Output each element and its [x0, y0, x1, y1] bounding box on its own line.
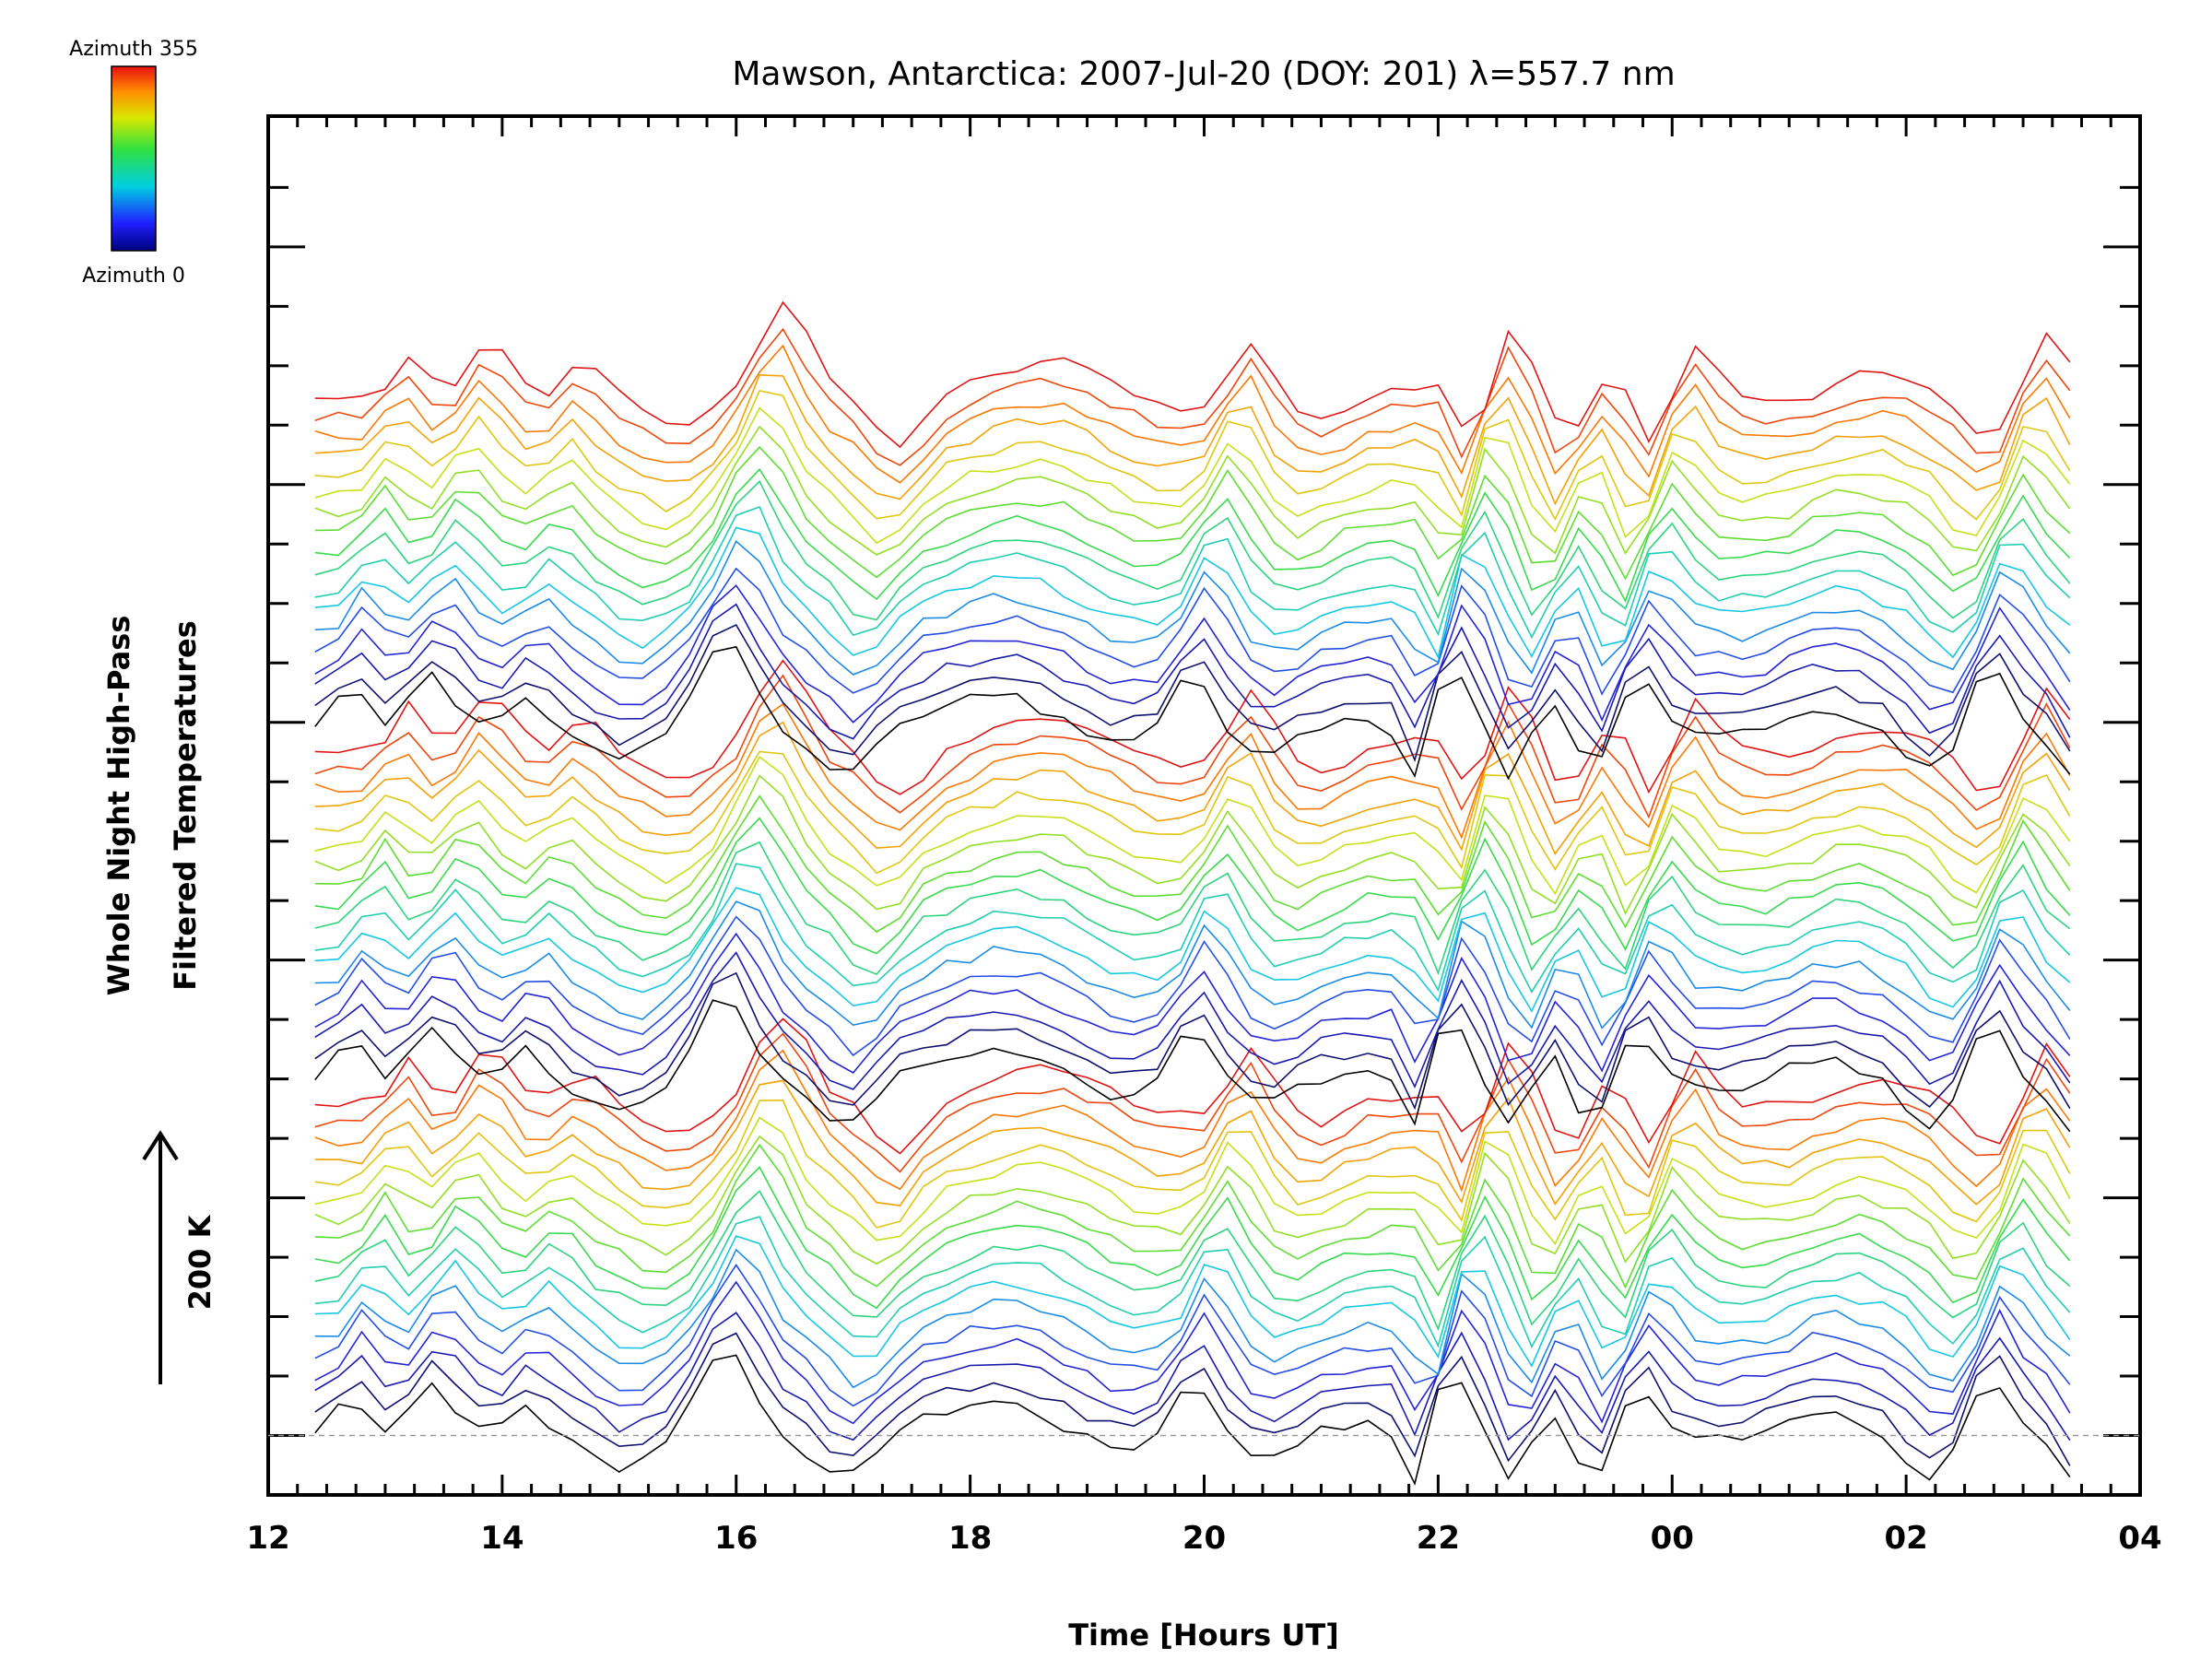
- series-line: [314, 863, 2071, 994]
- tick-group: 12 14 16 18 20 22 00 02 04: [246, 116, 2162, 1557]
- series-line: [314, 406, 2071, 545]
- colorbar-top-label: Azimuth 355: [69, 38, 198, 61]
- series-line: [314, 373, 2071, 506]
- series-line: [314, 1135, 2071, 1265]
- x-tick-label: 22: [1417, 1520, 1460, 1557]
- x-tick-label: 16: [714, 1520, 758, 1557]
- series-line: [314, 1018, 2071, 1155]
- x-axis-label: Time [Hours UT]: [1068, 1618, 1339, 1653]
- series-line: [314, 971, 2071, 1111]
- series-line: [314, 645, 2071, 781]
- series-line: [314, 1190, 2071, 1332]
- colorbar-bottom-label: Azimuth 0: [82, 265, 185, 288]
- series-line: [314, 344, 2071, 484]
- series-line: [314, 1099, 2071, 1229]
- x-tick-label: 00: [1651, 1520, 1694, 1557]
- series-line: [314, 900, 2071, 1030]
- series-line: [314, 505, 2071, 640]
- series-line: [314, 389, 2071, 521]
- series-line: [314, 584, 2071, 724]
- series-line: [314, 674, 2071, 819]
- y-axis-label-line2: Filtered Temperatures: [168, 620, 203, 991]
- series-line: [314, 540, 2071, 676]
- series-line: [314, 817, 2071, 955]
- series-line: [314, 603, 2071, 740]
- series-line: [314, 526, 2071, 660]
- series-line: [314, 750, 2071, 875]
- plot-frame: [266, 114, 2142, 1497]
- scale-label: 200 K: [182, 1214, 218, 1310]
- series-line: [314, 1264, 2071, 1407]
- x-tick-label: 04: [2118, 1520, 2161, 1557]
- series-line: [314, 755, 2071, 896]
- series-line: [314, 327, 2071, 466]
- series-line: [314, 567, 2071, 696]
- series-line: [314, 445, 2071, 581]
- series-line: [314, 774, 2071, 916]
- series-line: [314, 721, 2071, 855]
- series-line: [314, 1166, 2071, 1310]
- series-line: [314, 932, 2071, 1075]
- series-line: [314, 1143, 2071, 1289]
- series-line: [314, 623, 2071, 763]
- series-line: [314, 702, 2071, 840]
- x-tick-label: 02: [1884, 1520, 1927, 1557]
- series-line: [314, 1280, 2071, 1425]
- series-line: [314, 1116, 2071, 1245]
- series-line: [314, 915, 2071, 1057]
- series-line: [314, 1312, 2071, 1441]
- x-tick-label: 18: [948, 1520, 992, 1557]
- series-line: [314, 951, 2071, 1090]
- series-line: [314, 479, 2071, 621]
- chart-title: Mawson, Antarctica: 2007-Jul-20 (DOY: 20…: [732, 55, 1675, 93]
- series-line: [314, 1354, 2071, 1486]
- x-tick-label: 20: [1182, 1520, 1226, 1557]
- colorbar: [111, 65, 157, 252]
- series-line: [314, 887, 2071, 1013]
- x-tick-label: 12: [246, 1520, 289, 1557]
- x-tick-label: 14: [480, 1520, 524, 1557]
- series-group: [314, 300, 2071, 1486]
- series-line: [314, 1248, 2071, 1389]
- y-axis-label-line1: Whole Night High-Pass: [101, 616, 136, 996]
- series-line: [314, 1235, 2071, 1368]
- series-line: [314, 999, 2071, 1133]
- series-line: [314, 467, 2071, 604]
- series-line: [314, 425, 2071, 556]
- series-line: [314, 1216, 2071, 1348]
- series-line: [314, 841, 2071, 976]
- series-line: [314, 300, 2071, 449]
- series-line: [314, 1079, 2071, 1206]
- series-line: [314, 794, 2071, 934]
- series-line: [314, 1049, 2071, 1193]
- scale-arrow-head: [142, 1130, 179, 1161]
- series-line: [314, 1032, 2071, 1173]
- series-line: [314, 659, 2071, 795]
- series-line: [314, 1332, 2071, 1466]
